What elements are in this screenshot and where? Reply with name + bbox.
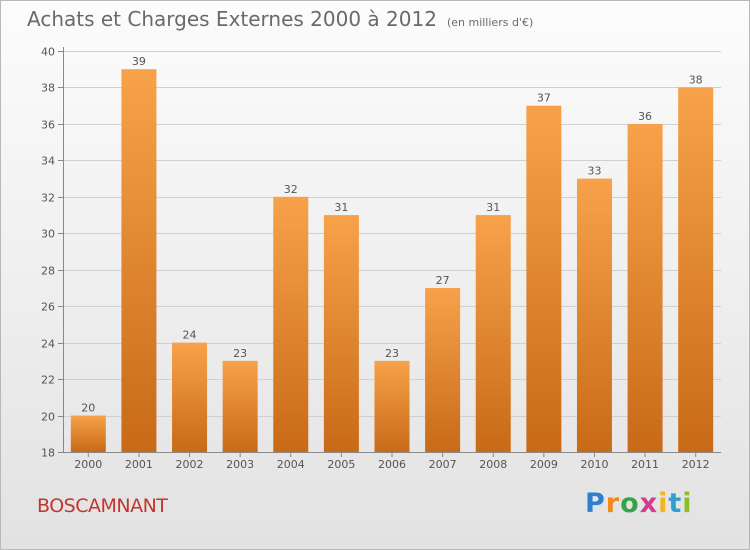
bar <box>273 196 309 452</box>
y-tick-label: 30 <box>41 228 55 241</box>
x-tick-label: 2012 <box>682 458 710 471</box>
logo-letter: i <box>658 488 669 519</box>
proxiti-logo: Proxiti <box>585 488 693 519</box>
data-label: 20 <box>81 402 95 415</box>
x-tick-label: 2005 <box>327 458 355 471</box>
y-tick-label: 38 <box>41 82 55 95</box>
title-block: Achats et Charges Externes 2000 à 2012 (e… <box>27 7 533 31</box>
bar <box>172 342 208 452</box>
chart-title: Achats et Charges Externes 2000 à 2012 <box>27 7 437 31</box>
y-tick-label: 20 <box>41 411 55 424</box>
axes <box>58 47 721 457</box>
data-label: 31 <box>334 201 348 214</box>
data-label: 23 <box>233 347 247 360</box>
bar <box>374 360 410 452</box>
labels: 18 20 22 24 26 28 30 32 34 36 38 40 20 2000 39 2001 24 20… <box>41 46 710 472</box>
bar <box>121 69 157 453</box>
data-label: 33 <box>587 165 601 178</box>
data-label: 27 <box>436 274 450 287</box>
y-tick-label: 40 <box>41 46 55 59</box>
x-tick-label: 2007 <box>429 458 457 471</box>
data-label: 31 <box>486 201 500 214</box>
data-label: 39 <box>132 55 146 68</box>
place-name: BOSCAMNANT <box>37 495 168 517</box>
x-tick-label: 2010 <box>580 458 608 471</box>
data-label: 32 <box>284 183 298 196</box>
x-tick-label: 2001 <box>125 458 153 471</box>
logo-letter: P <box>585 488 606 519</box>
bar <box>678 87 714 453</box>
data-label: 23 <box>385 347 399 360</box>
y-tick-label: 34 <box>41 155 55 168</box>
bar <box>627 123 663 452</box>
bar <box>526 105 562 452</box>
data-label: 37 <box>537 92 551 105</box>
x-tick-label: 2002 <box>176 458 204 471</box>
bar <box>425 287 461 452</box>
bar <box>576 178 612 452</box>
bar <box>475 215 511 452</box>
logo-letter: x <box>639 488 659 519</box>
logo-letter: t <box>668 488 683 519</box>
x-tick-label: 2011 <box>631 458 659 471</box>
data-label: 38 <box>689 73 703 86</box>
data-label: 24 <box>183 329 197 342</box>
x-tick-label: 2009 <box>530 458 558 471</box>
x-tick-label: 2003 <box>226 458 254 471</box>
y-tick-label: 18 <box>41 447 55 460</box>
logo-letter: r <box>605 488 621 519</box>
y-tick-label: 28 <box>41 265 55 278</box>
y-tick-label: 36 <box>41 119 55 132</box>
bar <box>70 415 106 452</box>
x-tick-label: 2000 <box>74 458 102 471</box>
x-tick-label: 2006 <box>378 458 406 471</box>
bar <box>222 360 258 452</box>
y-tick-label: 32 <box>41 192 55 205</box>
y-tick-label: 22 <box>41 374 55 387</box>
logo-letter: i <box>682 488 693 519</box>
data-label: 36 <box>638 110 652 123</box>
bar <box>323 215 359 452</box>
bars <box>70 69 714 453</box>
logo-letter: o <box>620 488 640 519</box>
x-tick-label: 2008 <box>479 458 507 471</box>
y-tick-label: 24 <box>41 338 55 351</box>
chart-subtitle: (en milliers d'€) <box>446 16 534 29</box>
y-tick-label: 26 <box>41 301 55 314</box>
x-tick-label: 2004 <box>277 458 305 471</box>
